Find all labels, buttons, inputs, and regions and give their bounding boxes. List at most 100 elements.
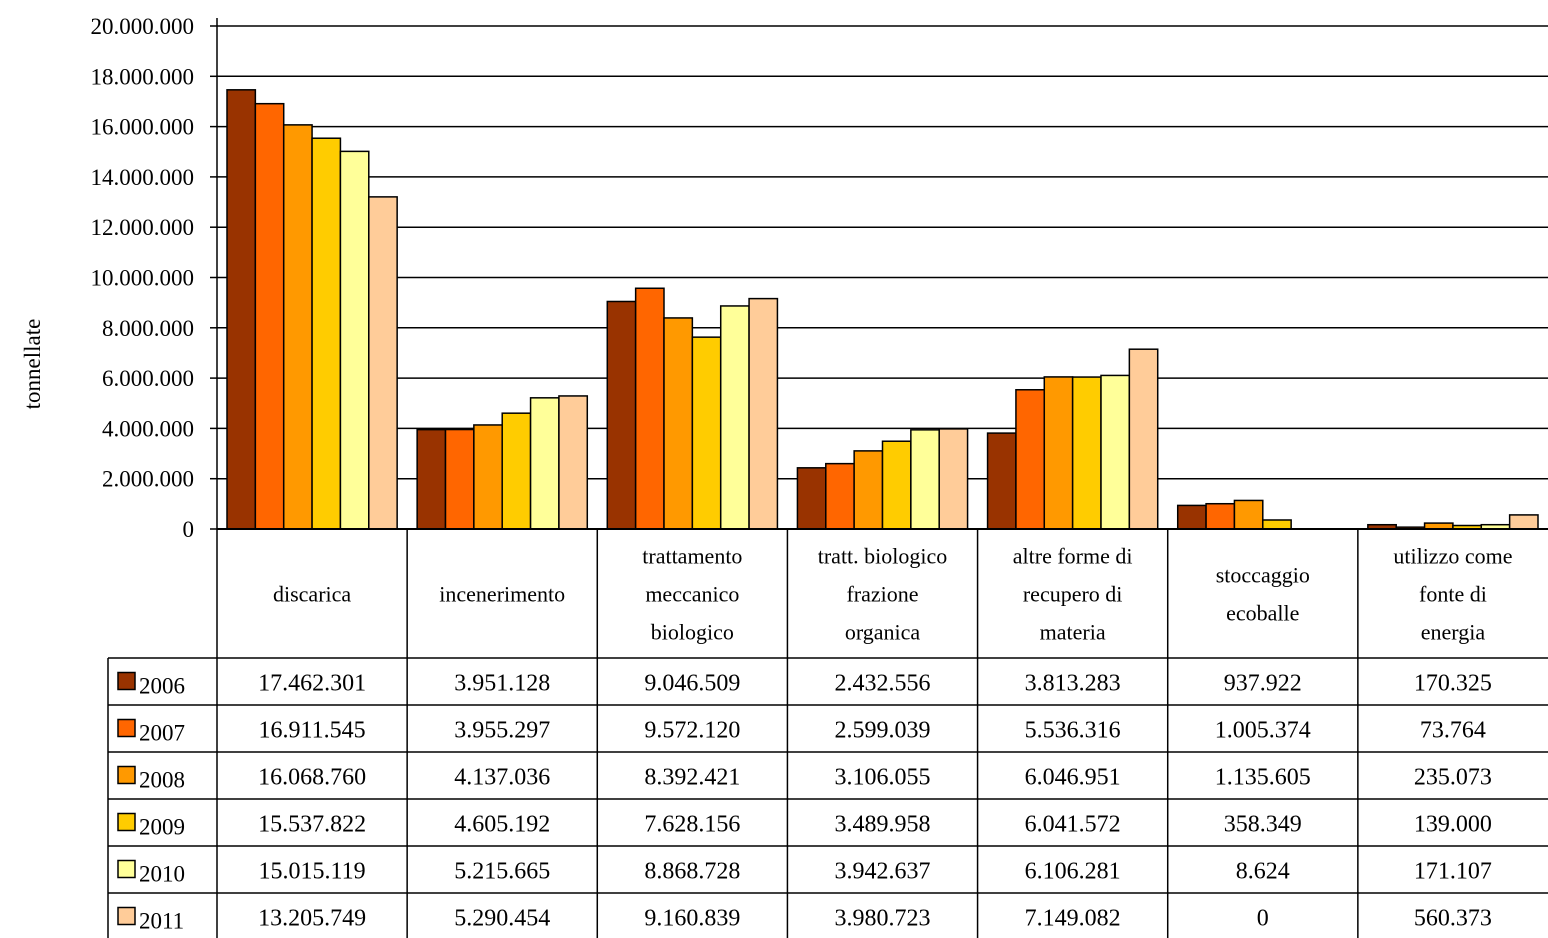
table-value: 3.980.723 xyxy=(835,906,931,932)
table-value: 235.073 xyxy=(1414,765,1492,791)
bar xyxy=(1262,519,1292,530)
table-value: 139.000 xyxy=(1414,812,1492,838)
bar xyxy=(1100,374,1131,530)
table-value: 8.868.728 xyxy=(644,859,740,885)
bar xyxy=(529,397,560,530)
bar xyxy=(226,89,257,530)
legend-swatch xyxy=(117,671,136,691)
table-value: 8.624 xyxy=(1236,859,1290,885)
category-label: meccanico xyxy=(645,582,739,607)
category-label: recupero di xyxy=(1023,582,1123,607)
category-label: utilizzo come xyxy=(1393,544,1512,569)
table-value: 171.107 xyxy=(1414,859,1492,885)
category-label: incenerimento xyxy=(439,582,565,607)
category-label: tratt. biologico xyxy=(818,544,948,569)
bar xyxy=(282,124,313,530)
bar xyxy=(691,336,722,530)
category-label: materia xyxy=(1040,620,1106,645)
y-tick-label: 16.000.000 xyxy=(91,115,195,140)
table-value: 3.955.297 xyxy=(454,718,550,744)
y-tick-label: 4.000.000 xyxy=(102,416,194,441)
bar xyxy=(719,305,750,530)
bar xyxy=(416,428,447,530)
bar xyxy=(558,395,589,530)
bar xyxy=(663,317,694,530)
legend-swatch xyxy=(117,718,136,738)
table-value: 4.137.036 xyxy=(454,765,550,791)
table-value: 7.628.156 xyxy=(644,812,740,838)
bar xyxy=(444,428,475,530)
table-value: 16.911.545 xyxy=(259,718,366,744)
table-value: 3.942.637 xyxy=(835,859,931,885)
legend-label: 2011 xyxy=(139,909,184,934)
bar xyxy=(339,150,370,530)
table-value: 937.922 xyxy=(1224,671,1302,697)
table-value: 5.536.316 xyxy=(1025,718,1121,744)
bar xyxy=(473,424,503,530)
y-tick-label: 8.000.000 xyxy=(102,316,194,341)
bar xyxy=(501,412,532,530)
bar xyxy=(1043,376,1074,530)
legend-swatch xyxy=(117,812,136,832)
bar xyxy=(796,467,827,530)
category-label: altre forme di xyxy=(1013,544,1133,569)
bar xyxy=(938,428,969,530)
bar xyxy=(311,137,342,530)
bar xyxy=(986,432,1017,530)
table-value: 6.041.572 xyxy=(1025,812,1121,838)
table-value: 7.149.082 xyxy=(1025,906,1121,932)
table-value: 17.462.301 xyxy=(258,671,366,697)
table-value: 13.205.749 xyxy=(258,906,366,932)
y-tick-label: 6.000.000 xyxy=(102,366,194,391)
legend-swatch xyxy=(117,859,136,879)
bar xyxy=(1508,514,1539,530)
category-label: organica xyxy=(845,620,921,645)
table-value: 15.537.822 xyxy=(258,812,366,838)
category-label: trattamento xyxy=(642,544,742,569)
legend-label: 2007 xyxy=(139,721,185,746)
bar xyxy=(1233,499,1264,530)
table-value: 1.135.605 xyxy=(1215,765,1311,791)
table-value: 3.951.128 xyxy=(454,671,550,697)
gridlines xyxy=(217,25,1548,480)
bar xyxy=(1015,389,1046,530)
table-value: 170.325 xyxy=(1414,671,1492,697)
table-value: 5.215.665 xyxy=(454,859,550,885)
bar xyxy=(1071,376,1102,530)
legend-swatch xyxy=(117,906,136,926)
bar xyxy=(825,462,855,530)
table-value: 15.015.119 xyxy=(259,859,366,885)
category-label: discarica xyxy=(273,582,351,607)
y-axis-ticks: 0 2.000.000 4.000.000 6.000.000 8.000.000 10.… xyxy=(91,14,195,542)
table-value: 0 xyxy=(1257,906,1269,932)
bars xyxy=(226,89,1539,530)
table-value: 3.106.055 xyxy=(835,765,931,791)
y-tick-label: 0 xyxy=(183,517,195,542)
legend-label: 2006 xyxy=(139,674,185,699)
table-value: 4.605.192 xyxy=(454,812,550,838)
table-value: 560.373 xyxy=(1414,906,1492,932)
bar xyxy=(881,440,912,530)
bar xyxy=(910,429,940,530)
table-value: 9.046.509 xyxy=(644,671,740,697)
category-label: ecoballe xyxy=(1226,601,1299,626)
y-tick-label: 2.000.000 xyxy=(102,467,194,492)
legend-label: 2009 xyxy=(139,815,185,840)
table-value: 5.290.454 xyxy=(454,906,550,932)
table-value: 3.489.958 xyxy=(835,812,931,838)
table-value: 2.599.039 xyxy=(835,718,931,744)
bar xyxy=(368,196,398,530)
bar xyxy=(1128,348,1159,530)
bar xyxy=(254,102,285,530)
legend-swatch xyxy=(117,765,136,785)
bar xyxy=(634,287,665,530)
legend-label: 2008 xyxy=(139,768,185,793)
table-value: 1.005.374 xyxy=(1215,718,1311,744)
table-value: 6.106.281 xyxy=(1025,859,1121,885)
bar xyxy=(853,450,884,530)
table-value: 3.813.283 xyxy=(1025,671,1121,697)
y-axis-label: tonnellate xyxy=(20,319,45,410)
axes xyxy=(210,18,218,530)
data-table: discarica incenerimento trattamento meccani… xyxy=(107,528,1548,938)
